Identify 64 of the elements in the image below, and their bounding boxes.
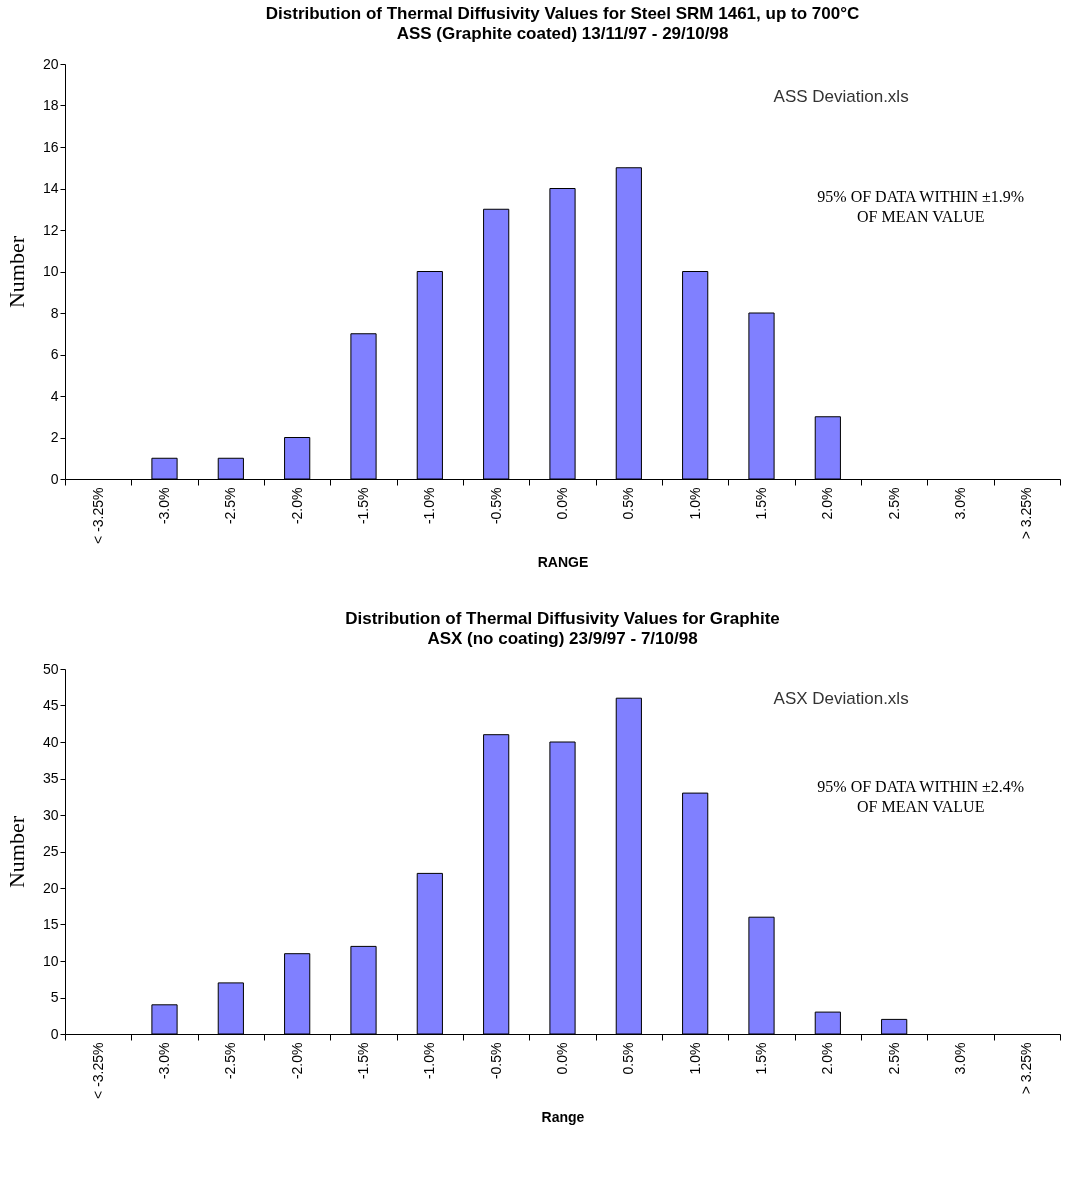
x-tick-label: 3.0% [952,1042,968,1075]
x-tick-label: 0.5% [620,487,637,520]
x-tick-label: 2.5% [885,487,902,520]
x-tick-label: 2.0% [819,1042,836,1075]
x-tick-label: -2.0% [288,487,305,525]
annotation: ASS Deviation.xls [773,86,909,106]
x-tick-label: < -3.25% [89,1042,106,1099]
y-tick-label: 0 [50,470,59,487]
y-tick-label: 10 [42,263,59,279]
x-tick-label: -1.5% [355,1042,371,1080]
x-tick-label: -1.0% [421,1042,438,1080]
y-tick-label: 6 [50,346,59,362]
x-tick-label: -3.0% [156,487,172,525]
y-tick-label: 50 [42,660,59,677]
x-tick-label: -0.5% [487,1042,504,1080]
x-tick-label: 1.5% [753,487,769,520]
y-tick-label: 16 [42,138,59,155]
y-tick-label: 14 [42,180,59,196]
y-tick-label: 45 [42,697,59,713]
y-tick-label: 40 [42,733,59,750]
x-tick-label: 1.5% [753,1042,769,1075]
x-tick-label: 3.0% [952,487,968,520]
chart-subtitle: ASX (no coating) 23/9/97 - 7/10/98 [427,629,698,648]
x-tick-label: -2.0% [288,1042,305,1080]
y-tick-label: 15 [42,916,59,932]
y-tick-label: 25 [42,843,59,859]
x-tick-label: > 3.25% [1018,1042,1035,1095]
x-tick-label: 1.0% [686,1042,703,1075]
chart-subtitle: ASS (Graphite coated) 13/11/97 - 29/10/98 [396,24,729,43]
y-tick-label: 35 [42,770,59,786]
y-tick-label: 4 [50,387,59,404]
y-axis-title: Number [3,815,29,889]
chart-title: Distribution of Thermal Diffusivity Values for Graphite [345,609,780,628]
annotation: 95% OF DATA WITHIN ±2.4% OF MEAN VALUE [817,777,1025,815]
y-tick-label: 2 [50,429,59,445]
y-tick-label: 8 [50,304,59,321]
x-tick-label: 1.0% [686,487,703,520]
x-tick-label: 0.0% [554,487,570,520]
x-tick-label: 0.0% [554,1042,570,1075]
y-tick-label: 30 [42,806,59,823]
chart-title: Distribution of Thermal Diffusivity Values for Steel SRM 1461, up to 700°C [265,4,860,23]
y-tick-label: 5 [50,989,59,1005]
x-tick-label: -2.5% [222,1042,239,1080]
x-tick-label: -3.0% [156,1042,172,1080]
x-axis-title: RANGE [537,553,589,570]
y-tick-label: 20 [42,55,59,72]
annotation: ASX Deviation.xls [773,688,909,708]
y-tick-label: 0 [50,1025,59,1042]
y-tick-label: 18 [42,97,59,113]
y-tick-label: 12 [42,221,59,238]
x-tick-label: -1.0% [421,487,438,525]
x-tick-label: 2.0% [819,487,836,520]
y-axis-title: Number [3,235,29,309]
x-tick-label: < -3.25% [89,487,106,544]
annotation: 95% OF DATA WITHIN ±1.9% OF MEAN VALUE [817,187,1025,225]
x-tick-label: 2.5% [885,1042,902,1075]
x-tick-label: -0.5% [487,487,504,525]
y-tick-label: 10 [42,952,59,969]
x-axis-title: Range [541,1108,585,1125]
x-tick-label: > 3.25% [1018,487,1035,540]
x-tick-label: -1.5% [355,487,371,525]
x-tick-label: -2.5% [222,487,239,525]
x-tick-label: 0.5% [620,1042,637,1075]
y-tick-label: 20 [42,879,59,896]
